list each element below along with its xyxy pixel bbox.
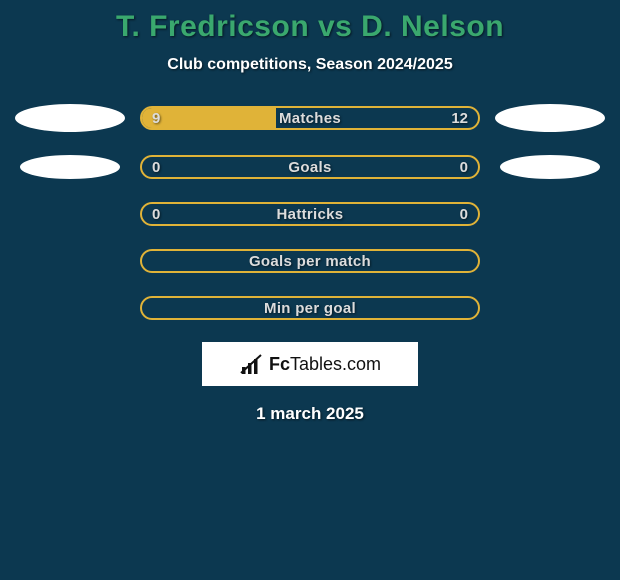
logo-bars-icon bbox=[239, 353, 263, 375]
stat-bar: 0Goals0 bbox=[140, 155, 480, 179]
stat-label: Goals bbox=[142, 157, 478, 177]
page-title: T. Fredricson vs D. Nelson bbox=[0, 10, 620, 44]
stat-bar: Min per goal bbox=[140, 296, 480, 320]
right-badge-slot bbox=[480, 155, 620, 179]
stat-row: 0Goals0 bbox=[0, 155, 620, 179]
club-badge-left bbox=[20, 155, 120, 179]
stat-row: Min per goal bbox=[0, 296, 620, 320]
footer-logo: FcTables.com bbox=[202, 342, 418, 386]
club-badge-left bbox=[15, 104, 125, 132]
subtitle: Club competitions, Season 2024/2025 bbox=[0, 56, 620, 74]
stat-bar: 9Matches12 bbox=[140, 106, 480, 130]
date-line: 1 march 2025 bbox=[0, 404, 620, 424]
stat-value-right: 0 bbox=[460, 157, 468, 177]
club-badge-right bbox=[500, 155, 600, 179]
stat-label: Matches bbox=[142, 108, 478, 128]
stat-row: 0Hattricks0 bbox=[0, 202, 620, 226]
stat-row: 9Matches12 bbox=[0, 104, 620, 132]
stats-rows: 9Matches120Goals00Hattricks0Goals per ma… bbox=[0, 104, 620, 320]
stat-label: Hattricks bbox=[142, 204, 478, 224]
left-badge-slot bbox=[0, 104, 140, 132]
logo-text: FcTables.com bbox=[269, 354, 381, 375]
left-badge-slot bbox=[0, 155, 140, 179]
stat-bar: 0Hattricks0 bbox=[140, 202, 480, 226]
logo-suffix: Tables.com bbox=[290, 354, 381, 374]
stat-value-right: 0 bbox=[460, 204, 468, 224]
club-badge-right bbox=[495, 104, 605, 132]
stat-value-right: 12 bbox=[451, 108, 468, 128]
comparison-infographic: T. Fredricson vs D. Nelson Club competit… bbox=[0, 0, 620, 424]
right-badge-slot bbox=[480, 104, 620, 132]
stat-row: Goals per match bbox=[0, 249, 620, 273]
stat-bar: Goals per match bbox=[140, 249, 480, 273]
stat-label: Goals per match bbox=[142, 251, 478, 271]
stat-label: Min per goal bbox=[142, 298, 478, 318]
logo-prefix: Fc bbox=[269, 354, 290, 374]
